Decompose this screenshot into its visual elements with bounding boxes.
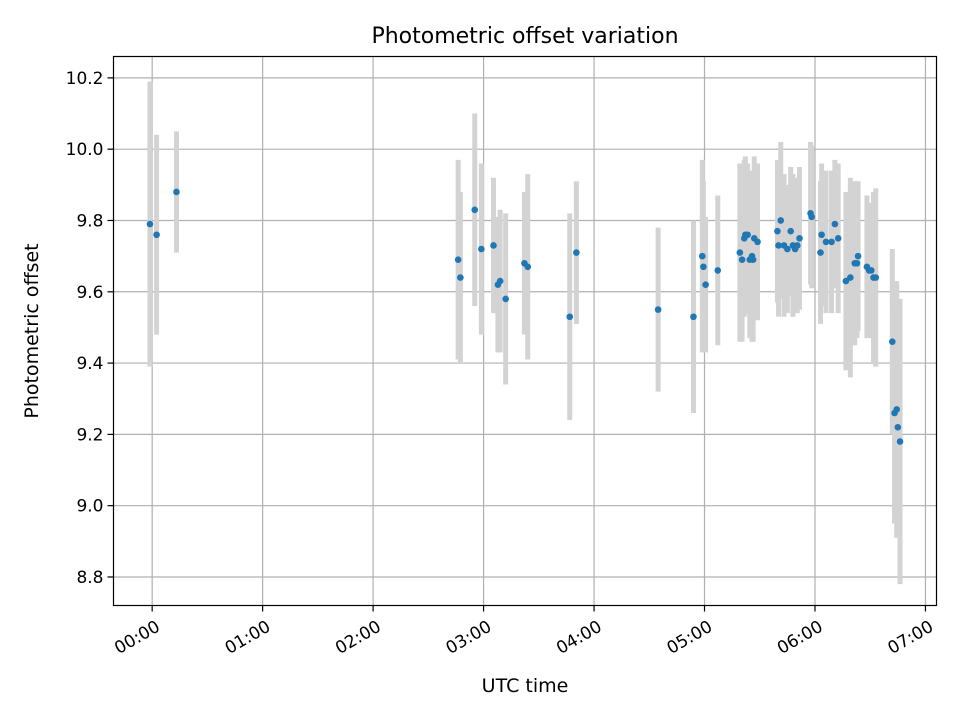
data-point — [566, 313, 574, 321]
x-axis-label: UTC time — [482, 675, 569, 697]
data-point — [524, 263, 532, 271]
data-point — [777, 217, 785, 224]
y-tick-label: 8.8 — [76, 568, 103, 588]
data-point — [702, 281, 709, 288]
data-point — [822, 238, 830, 246]
data-point — [744, 231, 751, 239]
data-point — [775, 242, 782, 249]
y-tick-label: 10.0 — [66, 140, 104, 160]
data-point — [478, 245, 485, 253]
chart-title: Photometric offset variation — [371, 24, 678, 49]
data-point — [490, 242, 497, 249]
y-tick-label: 9.0 — [76, 497, 103, 517]
data-point — [699, 252, 706, 260]
data-point — [831, 220, 839, 228]
data-point — [700, 263, 707, 271]
data-point — [502, 295, 509, 303]
data-point — [690, 313, 697, 321]
data-point — [872, 274, 880, 281]
data-point — [893, 406, 901, 413]
y-axis-label: Photometric offset — [21, 243, 43, 418]
data-point — [889, 338, 896, 345]
data-point — [774, 227, 781, 235]
data-point — [828, 238, 835, 246]
data-point — [146, 220, 154, 228]
data-point — [853, 259, 861, 267]
data-point — [796, 235, 803, 242]
data-point — [573, 249, 580, 256]
y-tick-label: 9.4 — [76, 354, 103, 374]
data-points — [146, 188, 904, 445]
data-point — [457, 274, 464, 281]
data-point — [454, 256, 462, 264]
data-point — [784, 245, 791, 253]
y-tick-label: 9.6 — [76, 283, 103, 303]
plot-frame — [112, 55, 938, 607]
data-point — [847, 274, 854, 281]
data-point — [868, 267, 875, 274]
data-point — [854, 252, 862, 260]
data-point — [173, 188, 180, 196]
data-point — [896, 438, 904, 445]
y-tick-label: 9.8 — [76, 211, 103, 231]
data-point — [794, 242, 801, 249]
data-point — [738, 256, 746, 264]
data-point — [654, 306, 662, 313]
data-point — [496, 277, 504, 285]
data-point — [818, 231, 825, 239]
data-point — [808, 213, 815, 221]
y-tick-label: 10.2 — [66, 69, 104, 89]
data-point — [842, 277, 850, 285]
data-point — [834, 235, 842, 242]
data-point — [736, 249, 744, 256]
data-point — [749, 256, 757, 264]
data-point — [894, 423, 902, 431]
data-point — [787, 227, 794, 235]
data-point — [153, 231, 160, 239]
data-point — [817, 249, 824, 256]
data-point — [714, 267, 722, 274]
y-tick-label: 9.2 — [76, 425, 103, 445]
data-point — [754, 238, 761, 246]
data-point — [471, 206, 479, 214]
